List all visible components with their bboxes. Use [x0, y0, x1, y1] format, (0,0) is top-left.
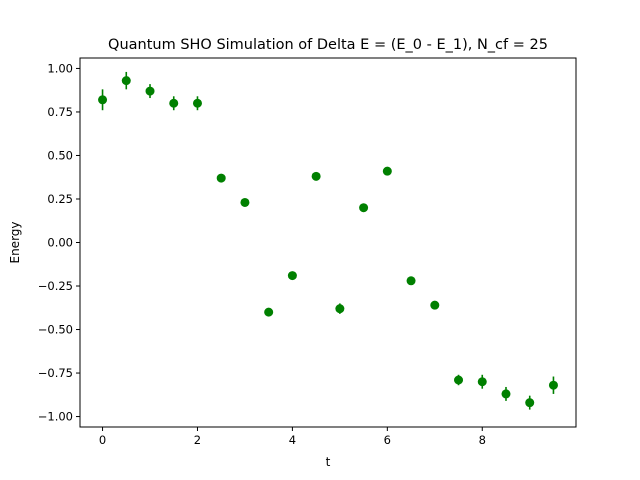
data-point: [525, 398, 535, 408]
y-tick-label: −1.00: [38, 410, 73, 424]
x-tick-label: 6: [384, 433, 391, 447]
y-axis: −1.00 −0.75 −0.50 −0.25 0.00 0.25 0.50 0.75 1.00: [38, 61, 80, 424]
data-point: [477, 377, 487, 387]
data-point: [335, 304, 345, 314]
data-point: [406, 276, 416, 286]
x-tick-label: 2: [194, 433, 201, 447]
x-tick-label: 4: [289, 433, 296, 447]
data-point: [359, 203, 369, 213]
data-point: [454, 375, 464, 385]
data-point: [192, 98, 202, 108]
y-tick-label: 0.25: [47, 192, 73, 206]
data-point: [287, 271, 297, 281]
plot-frame: [79, 57, 577, 428]
data-point: [311, 171, 321, 181]
y-tick-label: −0.50: [38, 323, 73, 337]
data-point: [382, 166, 392, 176]
data-point: [121, 76, 131, 86]
data-point: [98, 95, 108, 105]
data-point: [169, 98, 179, 108]
data-point: [548, 380, 558, 390]
data-point: [240, 197, 250, 207]
y-tick-label: 0.50: [47, 148, 73, 162]
y-axis-label: Energy: [8, 221, 22, 263]
data-point: [501, 389, 511, 399]
x-axis-label: t: [326, 455, 331, 469]
data-point: [264, 307, 274, 317]
x-tick-label: 8: [479, 433, 486, 447]
x-tick-label: 0: [99, 433, 106, 447]
y-tick-label: −0.25: [38, 279, 73, 293]
data-point: [145, 86, 155, 96]
data-point: [430, 300, 440, 310]
chart-title: Quantum SHO Simulation of Delta E = (E_0…: [108, 37, 548, 53]
data-point: [216, 173, 226, 183]
x-axis: 0 2 4 6 8: [99, 427, 486, 447]
y-tick-label: 1.00: [47, 61, 73, 75]
y-tick-label: 0.75: [47, 105, 73, 119]
y-tick-label: 0.00: [47, 236, 73, 250]
data-points: [98, 71, 558, 410]
y-tick-label: −0.75: [38, 366, 73, 380]
